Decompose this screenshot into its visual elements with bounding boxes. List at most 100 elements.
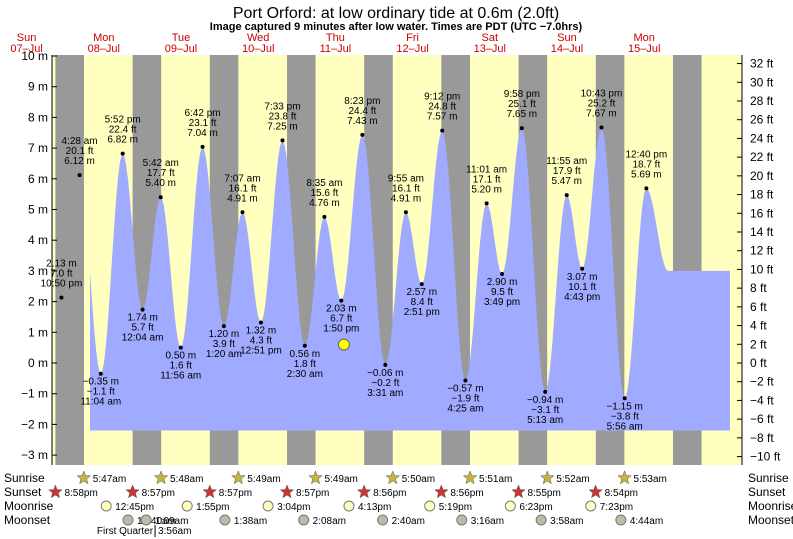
tide-point-label: 11:56 am (160, 371, 201, 382)
day-date: 07–Jul (10, 43, 42, 55)
sunset-icon (202, 484, 218, 499)
sunset-icon (48, 484, 63, 499)
sunset-icon (279, 484, 295, 499)
tide-point-label: 16.1 ft (392, 183, 420, 194)
tide-point-label: 3:31 am (367, 388, 403, 399)
tide-point-label: 20.1 ft (66, 146, 94, 157)
tide-point-label: 23.8 ft (269, 111, 297, 122)
sunrise-icon (539, 470, 555, 485)
day-date: 14–Jul (551, 43, 583, 55)
sunrise-icon (617, 470, 632, 485)
day-name: Sun (17, 32, 37, 44)
moonset-icon (219, 514, 231, 526)
day-date: 15–Jul (628, 43, 660, 55)
moonset-time: 12:40am (137, 516, 176, 527)
sunrise-time: 5:52am (556, 474, 589, 485)
moonrise-time: 12:45pm (115, 502, 154, 513)
moonrise-icon (504, 500, 516, 512)
tide-point-label: 7:33 pm (264, 101, 300, 112)
moonrise-icon (424, 500, 436, 512)
tide-point-label: 2.57 m (406, 287, 437, 298)
sunset-time: 8:54pm (605, 488, 638, 499)
chart-title: Port Orford: at low ordinary tide at 0.6… (233, 5, 559, 22)
moonset-time: 4:44am (630, 516, 663, 527)
moonset-time: 2:40am (392, 516, 425, 527)
day-date: 10–Jul (242, 43, 274, 55)
day-name: Sat (482, 32, 499, 44)
moonset-time: 3:16am (471, 516, 504, 527)
axes: 10 m 9 m 8 m 7 m 6 m 5 m 4 m 3 m 2 m 1 m 0 m −1 m −2… (21, 49, 781, 465)
sunrise-icon (385, 470, 401, 485)
tide-point-label: 7.65 m (507, 109, 538, 120)
moonset-time: 1:09am (155, 516, 188, 527)
tide-point-label: 7.43 m (347, 116, 378, 127)
sun-moon-times: Sunrise Sunrise 5:47am 5:48am 5:49am 5:49am 5:… (4, 470, 793, 537)
tide-point-label: 17.1 ft (473, 174, 501, 185)
tide-point-label: 4.91 m (391, 193, 422, 204)
tide-point (77, 173, 82, 178)
sunrise-row-label-left: Sunrise (4, 471, 45, 485)
tide-point (98, 371, 103, 376)
sunrise-icon (231, 470, 246, 485)
moon-phase-time: 3:56am (158, 526, 191, 537)
moonset-icon (377, 514, 389, 526)
tide-point (120, 151, 125, 156)
tide-point-label: 2.90 m (487, 277, 518, 288)
sunrise-icon (76, 470, 92, 485)
moon-phase-label: First Quarter (97, 526, 154, 537)
right-tick-label: 32 ft (750, 57, 774, 71)
tide-point-label: 16.1 ft (229, 183, 257, 194)
tide-point-label: 4.91 m (227, 193, 258, 204)
tide-point-label: 5:52 pm (105, 115, 141, 126)
tide-point-label: 12:04 am (122, 333, 164, 344)
tide-point-label: 12:51 pm (240, 345, 282, 356)
tide-point-label: 18.7 ft (632, 159, 660, 170)
tide-point (140, 307, 145, 312)
moonset-icon (615, 514, 627, 526)
sunrise-time: 5:51am (479, 474, 512, 485)
sunrise-icon (308, 470, 323, 485)
day-name: Mon (633, 32, 654, 44)
moonset-icon (122, 514, 134, 526)
tide-point (360, 132, 365, 137)
tide-point-label: 7.0 ft (50, 269, 72, 280)
tide-point-label: 5.20 m (471, 184, 502, 195)
tide-point-label: 1.32 m (246, 325, 277, 336)
right-tick-label: −4 ft (750, 393, 774, 407)
tide-point (339, 298, 344, 303)
left-tick-label: 5 m (28, 203, 48, 217)
moonrise-icon (585, 500, 597, 512)
tide-point (419, 282, 424, 287)
tide-point (221, 324, 226, 329)
moonrise-time: 5:19pm (439, 502, 472, 513)
tide-point-label: 5.47 m (551, 176, 582, 187)
tide-point (440, 128, 445, 133)
tide-point-label: −0.06 m (367, 368, 403, 379)
sunset-time: 8:56pm (450, 488, 483, 499)
tide-point-label: 25.1 ft (508, 99, 536, 110)
tide-point-label: 0.56 m (290, 349, 321, 360)
tide-point-label: 2.03 m (326, 304, 357, 315)
tide-point-label: −0.2 ft (371, 378, 399, 389)
tide-point-label: 2:30 am (287, 369, 323, 380)
tide-point-label: 8:23 pm (344, 96, 380, 107)
tide-point (564, 193, 569, 198)
right-tick-label: 26 ft (750, 113, 774, 127)
day-date: 08–Jul (88, 43, 120, 55)
left-tick-label: 0 m (28, 356, 48, 370)
moonrise-time: 7:23pm (600, 502, 633, 513)
day-date: 09–Jul (165, 43, 197, 55)
left-tick-label: 6 m (28, 172, 48, 186)
sunset-time: 8:57pm (296, 488, 329, 499)
tide-point-label: 6.7 ft (330, 314, 352, 325)
tide-point (240, 210, 245, 215)
left-tick-label: 10 m (21, 49, 48, 63)
right-tick-label: 28 ft (750, 94, 774, 108)
tide-point-label: 7:07 am (224, 173, 260, 184)
tide-point-label: 3:49 pm (484, 297, 520, 308)
tide-point-label: 22.4 ft (109, 125, 137, 136)
moonset-time: 3:58am (550, 516, 583, 527)
moonset-icon (535, 514, 547, 526)
right-tick-label: 14 ft (750, 225, 774, 239)
